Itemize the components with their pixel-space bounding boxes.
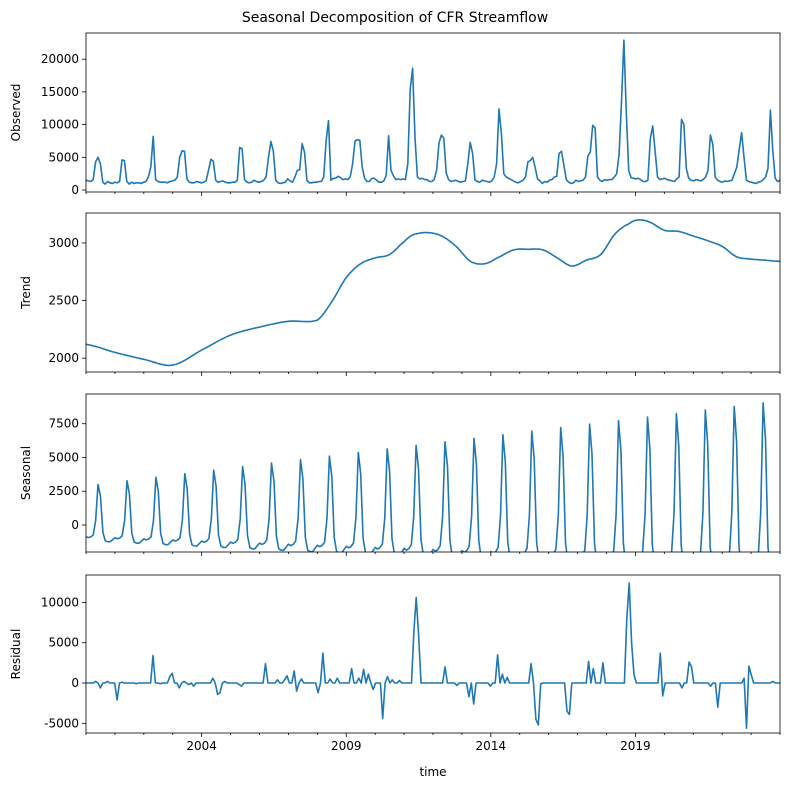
seasonal-ytick-label: 7500 [48,417,79,431]
xtick-label: 2004 [186,739,217,753]
observed-ylabel: Observed [9,84,23,142]
observed-series-line [86,39,780,185]
observed-ytick-label: 20000 [41,52,79,66]
observed-ytick-label: 5000 [48,150,79,164]
trend-series-line [86,219,780,367]
seasonal-panel: Seasonal 0 2500 5000 7500 [19,393,781,556]
seasonal-ylabel: Seasonal [19,446,33,500]
seasonal-series-line [86,402,770,552]
seasonal-ytick-label: 0 [71,518,79,532]
residual-ytick-label: 0 [71,676,79,690]
residual-panel: Residual -5000 0 5000 10000 2004 2009 2014 2019 [9,574,781,753]
trend-panel: Trend 2000 2500 3000 [19,212,781,376]
seasonal-ytick-label: 5000 [48,450,79,464]
xtick-label: 2009 [331,739,362,753]
residual-ytick-label: 5000 [48,636,79,650]
trend-ylabel: Trend [19,276,33,310]
residual-ytick-label: 10000 [41,595,79,609]
observed-panel: Observed 0 5000 10000 15000 20000 [9,32,781,197]
xtick-label: 2014 [476,739,507,753]
trend-ytick-label: 2000 [48,351,79,365]
x-axis-label: time [419,765,446,779]
trend-ytick-label: 3000 [48,236,79,250]
xtick-label: 2019 [620,739,651,753]
residual-axes-frame [85,574,781,734]
figure-title: Seasonal Decomposition of CFR Streamflow [242,10,548,26]
residual-ytick-label: -5000 [44,716,79,730]
trend-ytick-label: 2500 [48,294,79,308]
observed-ytick-label: 0 [71,183,79,197]
trend-axes-frame [85,212,781,373]
residual-series-line [86,582,780,729]
residual-ylabel: Residual [9,629,23,680]
observed-axes-frame [85,32,781,193]
observed-ytick-label: 15000 [41,85,79,99]
observed-ytick-label: 10000 [41,118,79,132]
seasonal-ytick-label: 2500 [48,484,79,498]
